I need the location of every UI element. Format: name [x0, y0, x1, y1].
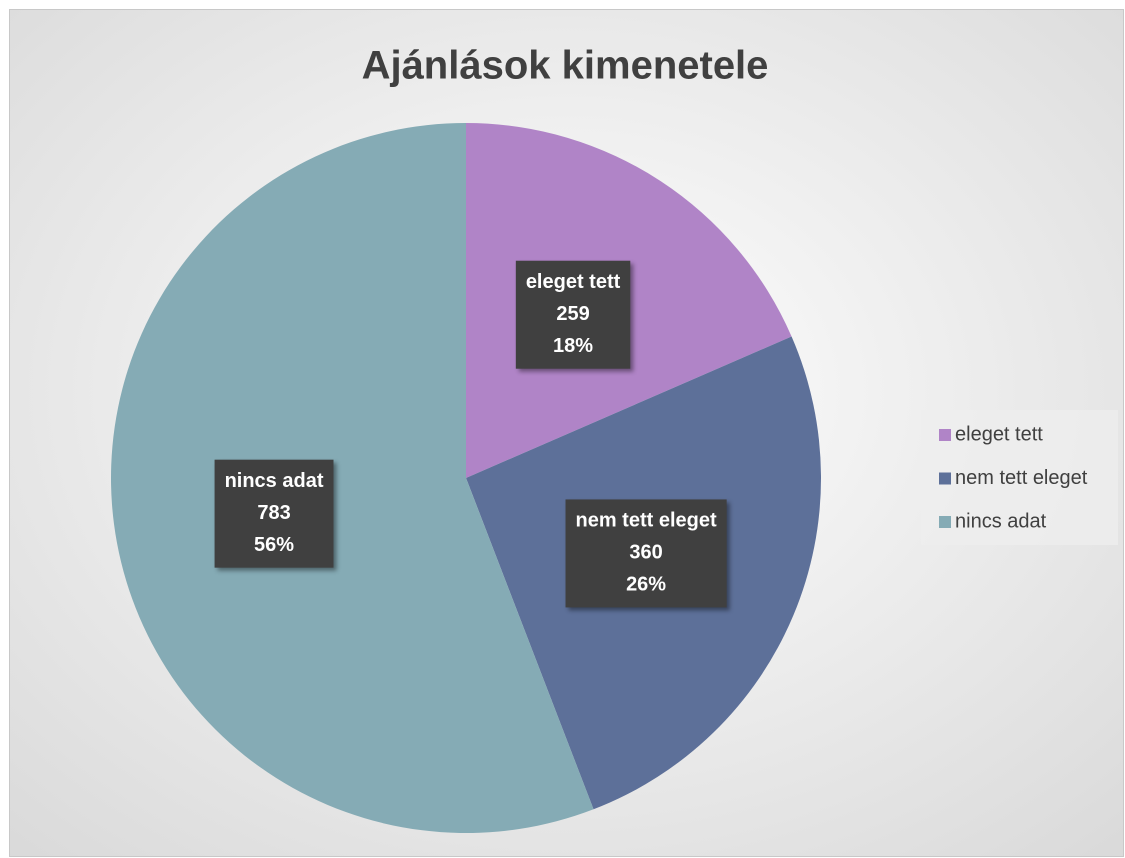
data-label-percent: 18% [553, 335, 593, 357]
data-label-box [515, 260, 631, 369]
legend-label: nem tett eleget [955, 467, 1088, 489]
data-label-category: nem tett eleget [576, 510, 717, 532]
data-label-value: 783 [257, 502, 290, 524]
data-label: nincs adat 783 56% [214, 459, 334, 568]
data-label-box [214, 459, 334, 568]
data-label: nem tett eleget 360 26% [565, 499, 727, 608]
data-label-value: 259 [556, 303, 589, 325]
data-label-percent: 26% [626, 574, 666, 596]
legend-swatch [939, 516, 951, 528]
data-label-category: nincs adat [225, 470, 324, 492]
data-label-box [565, 499, 727, 608]
pie-slice [110, 123, 594, 833]
legend-swatch [939, 472, 951, 485]
legend-swatch [939, 429, 951, 441]
data-label: eleget tett 259 18% [515, 260, 631, 369]
chart-title: Ajánlások kimenetele [362, 44, 769, 88]
data-label-value: 360 [629, 542, 662, 564]
data-label-category: eleget tett [526, 271, 621, 293]
legend-label: eleget tett [955, 423, 1043, 445]
data-label-percent: 56% [254, 534, 294, 556]
legend-label: nincs adat [955, 510, 1047, 532]
legend-box [921, 410, 1118, 545]
